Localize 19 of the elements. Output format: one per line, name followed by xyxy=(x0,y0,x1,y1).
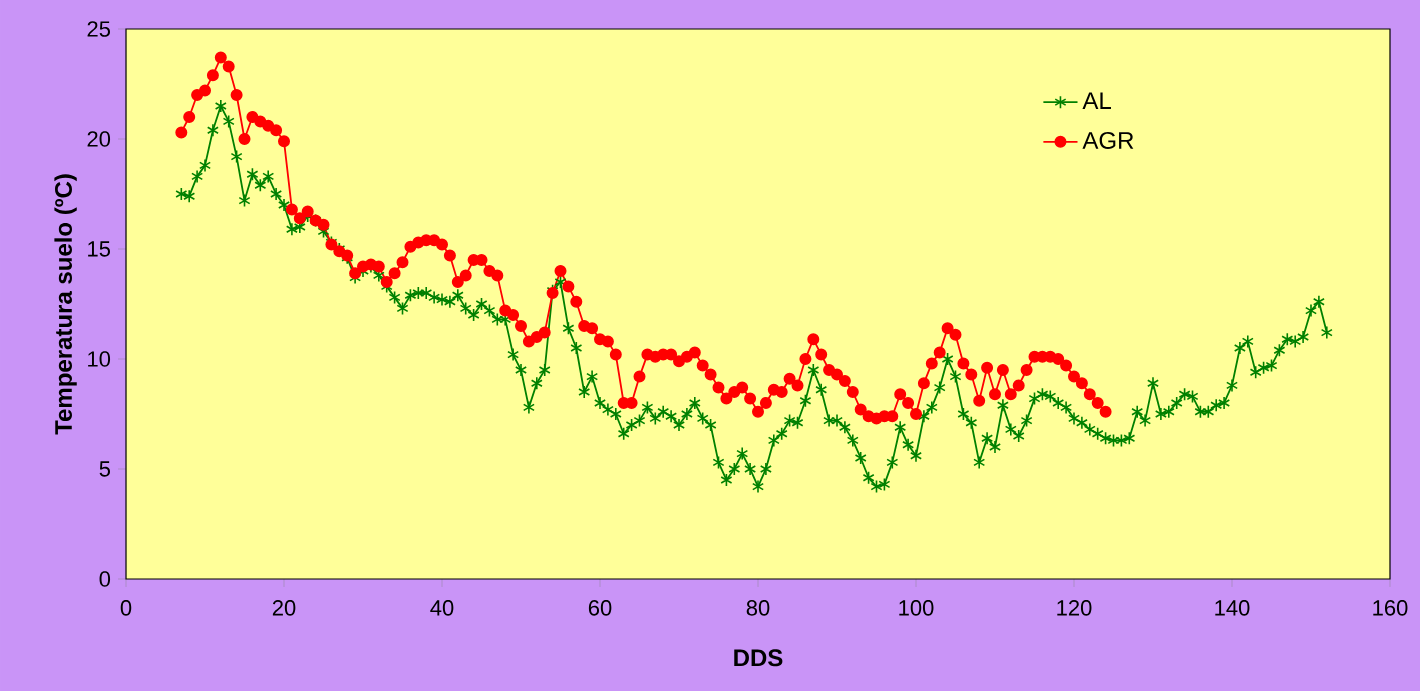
x-tick-label: 20 xyxy=(272,600,296,616)
y-tick-label: 25 xyxy=(87,21,110,37)
x-tick-label: 120 xyxy=(1057,600,1092,616)
y-axis-title: Temperatura suelo (ºC) xyxy=(54,174,77,435)
legend-label: AGR xyxy=(1082,131,1134,149)
x-tick-label: 100 xyxy=(899,600,934,616)
x-tick-label: 160 xyxy=(1373,600,1408,616)
x-tick-label: 0 xyxy=(120,600,132,616)
y-tick-label: 15 xyxy=(88,241,110,257)
y-tick-label: 5 xyxy=(99,461,110,477)
x-tick-label: 80 xyxy=(746,600,770,616)
y-tick-label: 0 xyxy=(99,571,111,587)
x-tick-label: 60 xyxy=(588,600,612,616)
y-tick-label: 10 xyxy=(88,351,111,367)
x-tick-label: 140 xyxy=(1215,600,1250,616)
x-tick-label: 40 xyxy=(430,600,454,616)
legend-label: AL xyxy=(1082,92,1111,109)
y-tick-label: 20 xyxy=(87,131,111,147)
x-axis-title: DDS xyxy=(734,649,783,667)
